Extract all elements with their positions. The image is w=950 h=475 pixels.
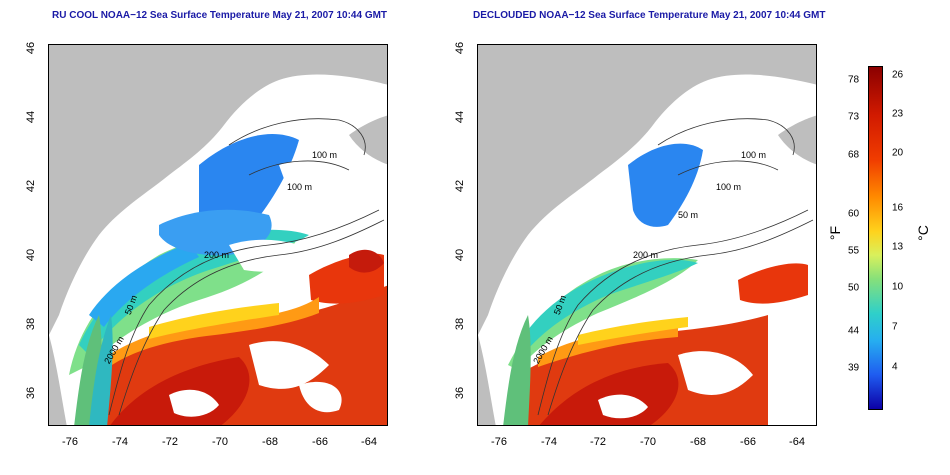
y-tick-label: 44 <box>25 110 37 124</box>
x-tick-label: -68 <box>262 436 278 448</box>
contour-label: 200 m <box>633 250 659 260</box>
x-tick-label: -66 <box>740 436 756 448</box>
contour-label: 100 m <box>741 150 767 160</box>
celsius-tick: 4 <box>892 361 898 373</box>
celsius-tick: 16 <box>892 202 904 214</box>
x-tick-label: -64 <box>361 436 377 448</box>
y-tick-label: 36 <box>454 386 466 400</box>
celsius-tick: 23 <box>892 108 904 120</box>
y-tick-label: 46 <box>454 41 466 55</box>
contour-label: 100 m <box>716 182 742 192</box>
y-tick-label: 46 <box>25 41 37 55</box>
fahrenheit-tick: 55 <box>848 245 860 257</box>
left-map-graphic <box>49 45 387 425</box>
x-tick-label: -76 <box>491 436 507 448</box>
fahrenheit-tick: 73 <box>848 111 860 123</box>
fahrenheit-tick: 44 <box>848 325 860 337</box>
fahrenheit-tick: 50 <box>848 282 860 294</box>
right-map-graphic <box>478 45 816 425</box>
fahrenheit-unit-label: °F <box>827 225 844 241</box>
y-tick-label: 44 <box>454 110 466 124</box>
fahrenheit-tick: 39 <box>848 362 860 374</box>
x-tick-label: -72 <box>590 436 606 448</box>
left-map-title: RU COOL NOAA−12 Sea Surface Temperature … <box>52 10 388 21</box>
y-tick-label: 42 <box>454 179 466 193</box>
x-tick-label: -64 <box>789 436 805 448</box>
celsius-unit-label: °C <box>914 225 931 241</box>
contour-label: 200 m <box>204 250 230 260</box>
y-tick-label: 40 <box>25 248 37 262</box>
x-tick-label: -70 <box>640 436 656 448</box>
celsius-tick: 10 <box>892 281 904 293</box>
y-tick-label: 40 <box>454 248 466 262</box>
y-tick-label: 42 <box>25 179 37 193</box>
left-sst-map: 100 m 100 m 200 m 50 m 2000 m <box>48 44 388 426</box>
right-map-title: DECLOUDED NOAA−12 Sea Surface Temperatur… <box>473 10 826 21</box>
right-sst-map: 100 m 100 m 50 m 200 m 50 m 2000 m <box>477 44 817 426</box>
celsius-tick: 7 <box>892 321 898 333</box>
celsius-tick: 20 <box>892 147 904 159</box>
x-tick-label: -70 <box>212 436 228 448</box>
fahrenheit-tick: 60 <box>848 208 860 220</box>
contour-label: 100 m <box>287 182 313 192</box>
fahrenheit-tick: 68 <box>848 149 860 161</box>
x-tick-label: -66 <box>312 436 328 448</box>
x-tick-label: -68 <box>690 436 706 448</box>
y-tick-label: 36 <box>25 386 37 400</box>
x-tick-label: -76 <box>62 436 78 448</box>
y-tick-label: 38 <box>25 317 37 331</box>
x-tick-label: -74 <box>541 436 557 448</box>
x-tick-label: -74 <box>112 436 128 448</box>
contour-label: 100 m <box>312 150 338 160</box>
contour-label: 50 m <box>678 210 699 220</box>
temperature-colorbar <box>868 66 883 410</box>
celsius-tick: 26 <box>892 69 904 81</box>
fahrenheit-tick: 78 <box>848 74 860 86</box>
y-tick-label: 38 <box>454 317 466 331</box>
celsius-tick: 13 <box>892 241 904 253</box>
x-tick-label: -72 <box>162 436 178 448</box>
